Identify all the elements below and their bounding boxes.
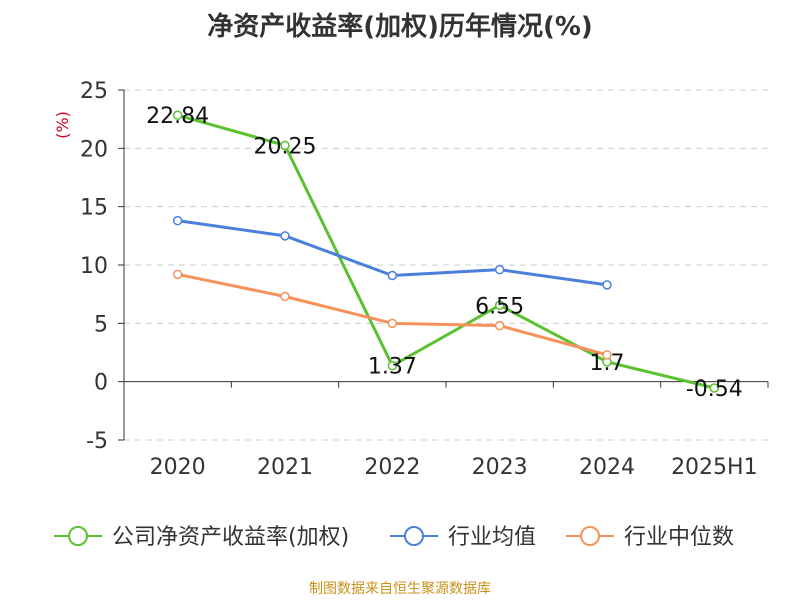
data-label: 6.55 (475, 294, 524, 319)
legend-item[interactable]: 行业中位数 (566, 525, 734, 550)
data-point (172, 110, 183, 120)
data-label: 1.37 (368, 355, 417, 380)
source-note: 制图数据来自恒生聚源数据库 (309, 581, 491, 597)
y-axis-label: (%) (53, 111, 72, 139)
y-tick-label: -5 (86, 429, 108, 454)
data-point (602, 350, 612, 360)
x-tick-label: 2022 (364, 455, 420, 480)
legend-marker (404, 526, 424, 546)
y-tick-label: 25 (80, 79, 108, 104)
series-line (177, 272, 608, 357)
y-tick-label: 10 (80, 254, 108, 279)
y-tick-label: 5 (94, 312, 108, 337)
data-point (709, 383, 720, 393)
data-labels: 22.84 20.25 1.37 6.55 1.7 -0.54 (146, 104, 743, 402)
data-point (172, 215, 183, 226)
data-label: -0.54 (686, 377, 743, 402)
axes: -5 0 5 10 15 20 25 2020 2021 2022 2023 2024 2025H1 (80, 79, 769, 480)
legend-marker (580, 526, 600, 546)
data-point (387, 360, 398, 371)
data-point (494, 300, 505, 310)
series-line (177, 113, 715, 390)
data-point (280, 231, 290, 241)
x-tick-label: 2025H1 (671, 455, 758, 480)
legend[interactable]: 公司净资产收益率(加权) 行业均值 行业中位数 (54, 525, 734, 550)
series-lines (172, 110, 720, 393)
data-point (494, 264, 505, 275)
x-tick-label: 2023 (472, 455, 528, 480)
data-point (280, 291, 290, 302)
data-point (387, 270, 398, 281)
data-point (387, 318, 398, 329)
legend-label: 公司净资产收益率(加权) (112, 525, 349, 550)
y-tick-label: 20 (80, 137, 108, 162)
data-point (280, 140, 290, 151)
data-point (494, 320, 505, 331)
x-tick-label: 2024 (579, 455, 635, 480)
data-label: 20.25 (254, 134, 317, 159)
x-tick-label: 2020 (150, 455, 206, 480)
chart-title: 净资产收益率(加权)历年情况(%) (207, 12, 593, 42)
legend-item[interactable]: 公司净资产收益率(加权) (54, 525, 349, 550)
legend-item[interactable]: 行业均值 (390, 525, 536, 550)
data-point (602, 280, 612, 290)
y-tick-label: 15 (80, 196, 108, 221)
y-tick-label: 0 (94, 371, 108, 396)
data-point (172, 269, 183, 280)
x-tick-label: 2021 (257, 455, 313, 480)
legend-label: 行业均值 (448, 525, 536, 550)
data-label: 22.84 (146, 104, 209, 129)
legend-marker (68, 526, 88, 546)
data-label: 1.7 (590, 351, 625, 376)
legend-label: 行业中位数 (624, 525, 734, 550)
